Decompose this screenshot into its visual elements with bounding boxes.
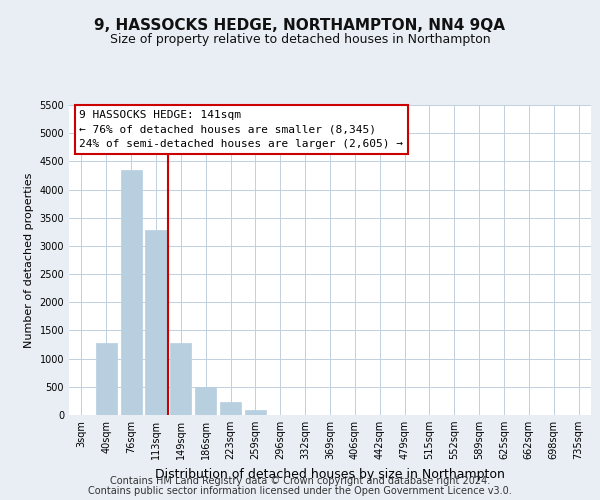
X-axis label: Distribution of detached houses by size in Northampton: Distribution of detached houses by size … bbox=[155, 468, 505, 480]
Bar bbox=[195, 388, 216, 415]
Bar bbox=[121, 170, 142, 415]
Bar bbox=[220, 402, 241, 415]
Text: 9 HASSOCKS HEDGE: 141sqm
← 76% of detached houses are smaller (8,345)
24% of sem: 9 HASSOCKS HEDGE: 141sqm ← 76% of detach… bbox=[79, 110, 403, 149]
Text: Contains public sector information licensed under the Open Government Licence v3: Contains public sector information licen… bbox=[88, 486, 512, 496]
Bar bbox=[245, 410, 266, 415]
Bar bbox=[96, 344, 117, 415]
Y-axis label: Number of detached properties: Number of detached properties bbox=[24, 172, 34, 348]
Bar bbox=[145, 230, 167, 415]
Bar bbox=[170, 344, 191, 415]
Text: Size of property relative to detached houses in Northampton: Size of property relative to detached ho… bbox=[110, 32, 490, 46]
Text: Contains HM Land Registry data © Crown copyright and database right 2024.: Contains HM Land Registry data © Crown c… bbox=[110, 476, 490, 486]
Text: 9, HASSOCKS HEDGE, NORTHAMPTON, NN4 9QA: 9, HASSOCKS HEDGE, NORTHAMPTON, NN4 9QA bbox=[95, 18, 505, 32]
